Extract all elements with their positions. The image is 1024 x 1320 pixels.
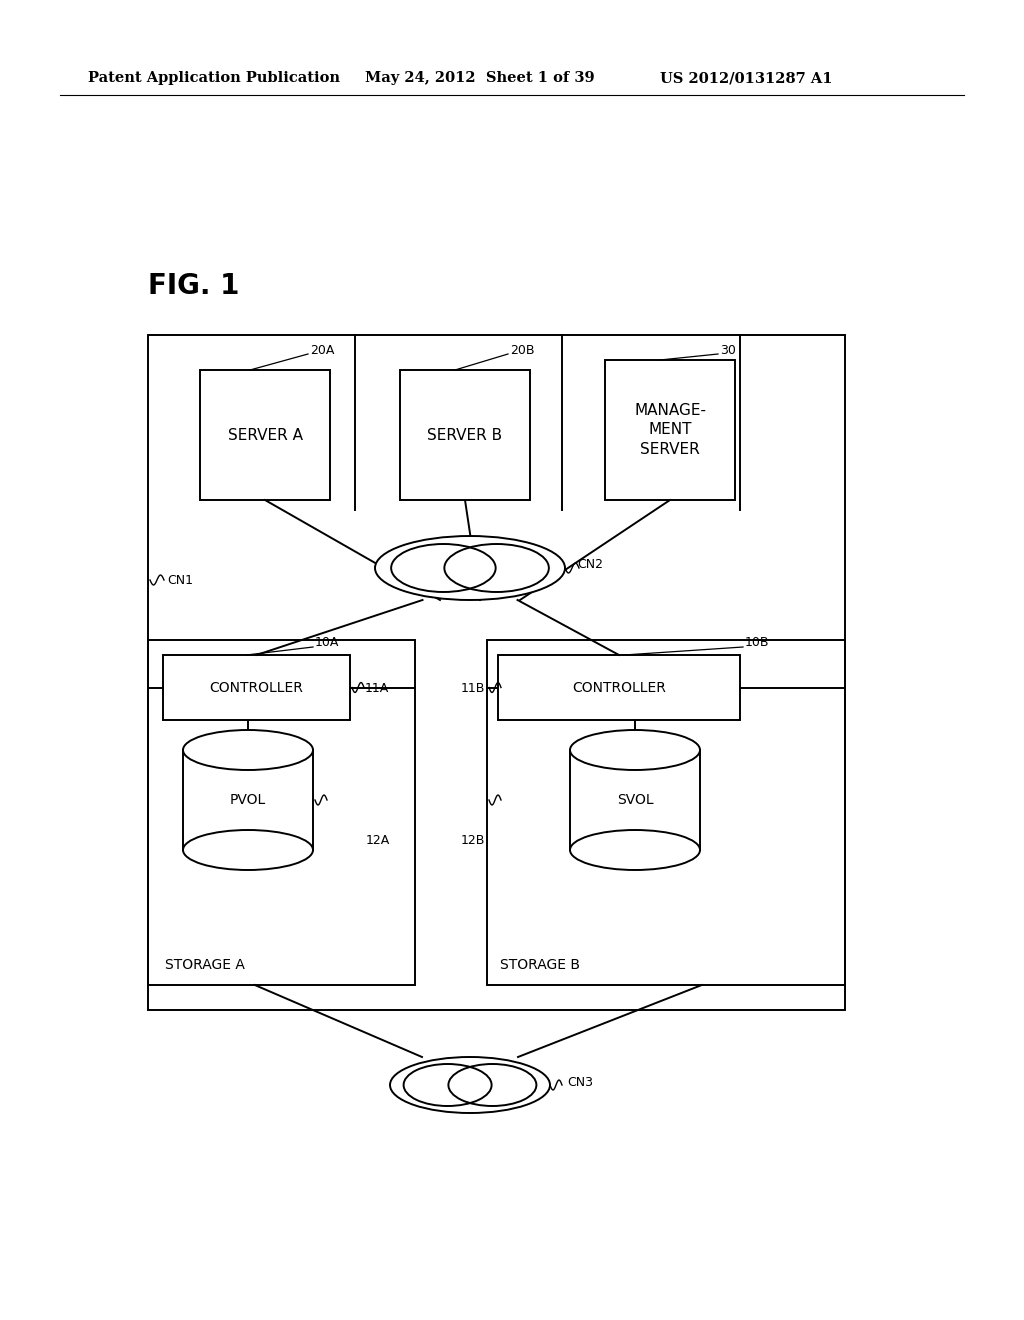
- Ellipse shape: [183, 730, 313, 770]
- Text: CN1: CN1: [167, 573, 193, 586]
- Text: STORAGE B: STORAGE B: [500, 958, 580, 972]
- Text: CONTROLLER: CONTROLLER: [572, 681, 666, 694]
- Text: SVOL: SVOL: [616, 793, 653, 807]
- Text: 10A: 10A: [315, 636, 339, 649]
- Text: 12A: 12A: [366, 833, 390, 846]
- Text: 11B: 11B: [461, 681, 485, 694]
- Text: Patent Application Publication: Patent Application Publication: [88, 71, 340, 84]
- Text: STORAGE A: STORAGE A: [165, 958, 245, 972]
- Text: SERVER A: SERVER A: [227, 428, 302, 442]
- Bar: [148, 335, 845, 1010]
- Bar: [400, 370, 530, 500]
- Text: MANAGE-
MENT
SERVER: MANAGE- MENT SERVER: [634, 403, 706, 457]
- Ellipse shape: [390, 1057, 550, 1113]
- Text: 20B: 20B: [510, 343, 535, 356]
- Bar: [498, 655, 740, 719]
- Bar: [605, 360, 735, 500]
- Ellipse shape: [375, 536, 565, 601]
- Bar: [148, 640, 415, 985]
- Bar: [200, 370, 330, 500]
- Text: 30: 30: [720, 343, 736, 356]
- Text: CN2: CN2: [577, 558, 603, 572]
- Ellipse shape: [570, 730, 700, 770]
- Bar: [487, 640, 845, 985]
- Text: CONTROLLER: CONTROLLER: [210, 681, 303, 694]
- Bar: [163, 655, 350, 719]
- Text: US 2012/0131287 A1: US 2012/0131287 A1: [660, 71, 833, 84]
- Text: CN3: CN3: [567, 1076, 593, 1089]
- Text: May 24, 2012  Sheet 1 of 39: May 24, 2012 Sheet 1 of 39: [365, 71, 595, 84]
- Text: 11A: 11A: [365, 681, 389, 694]
- Text: FIG. 1: FIG. 1: [148, 272, 240, 300]
- Text: 20A: 20A: [310, 343, 335, 356]
- Text: PVOL: PVOL: [229, 793, 266, 807]
- Text: 12B: 12B: [461, 833, 485, 846]
- Text: SERVER B: SERVER B: [427, 428, 503, 442]
- Text: 10B: 10B: [745, 636, 769, 649]
